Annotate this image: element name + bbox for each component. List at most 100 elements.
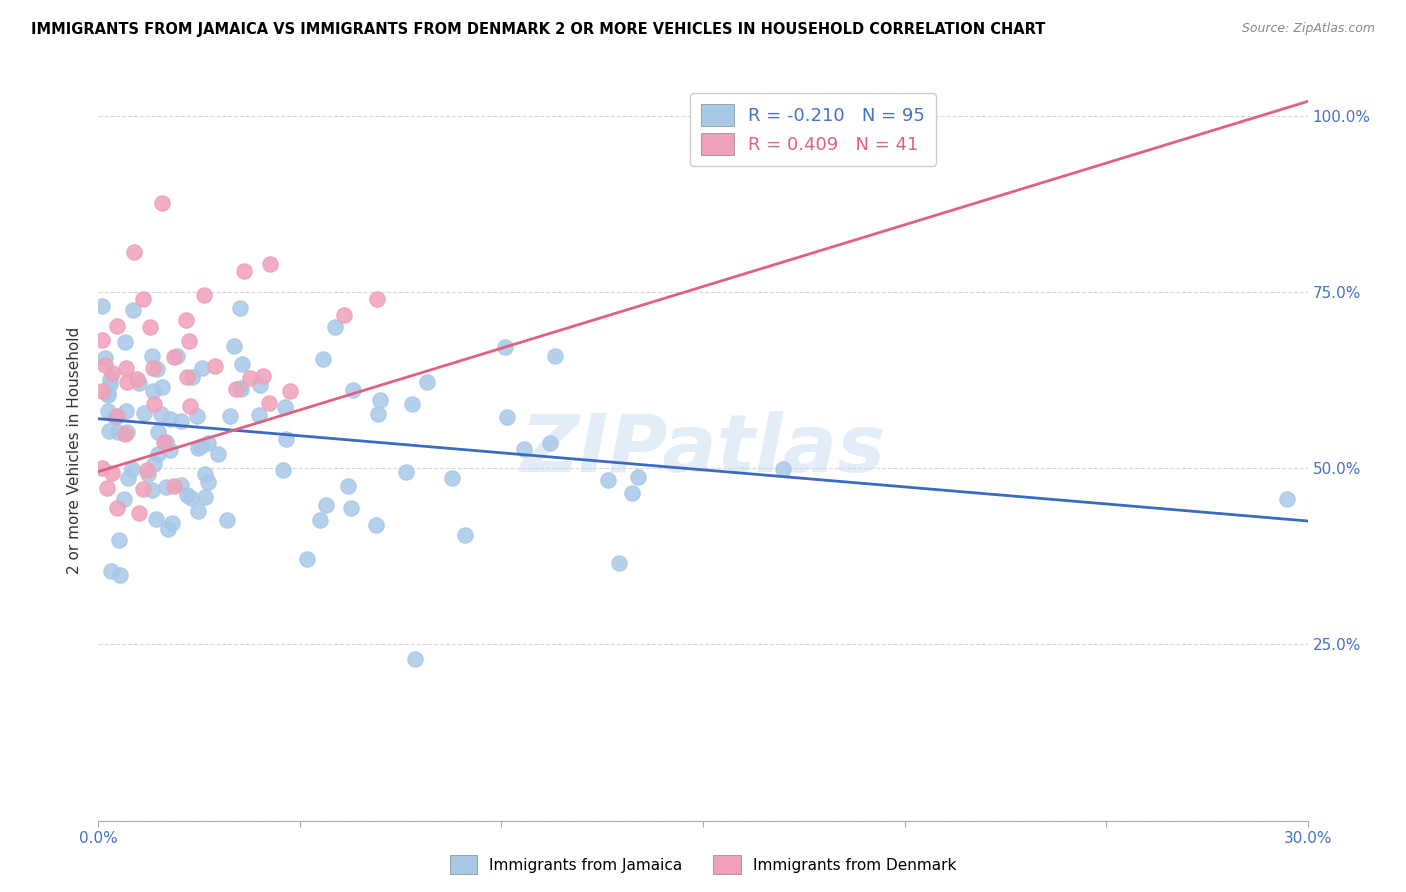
Point — [163, 479, 186, 493]
Point — [190, 439, 212, 453]
Point — [159, 443, 181, 458]
Point — [180, 491, 202, 505]
Point — [513, 442, 536, 456]
Point — [229, 301, 252, 315]
Point — [218, 409, 240, 424]
Point — [454, 527, 477, 541]
Point — [122, 303, 145, 318]
Point — [160, 516, 183, 530]
Point — [139, 320, 162, 334]
Point — [114, 404, 136, 418]
Point — [215, 513, 238, 527]
Point — [325, 319, 347, 334]
Point — [107, 425, 129, 439]
Point — [271, 463, 294, 477]
Point — [174, 312, 197, 326]
Point — [114, 426, 136, 441]
Point — [333, 308, 356, 322]
Point — [404, 651, 426, 665]
Point — [150, 380, 173, 394]
Point — [163, 350, 186, 364]
Point — [366, 292, 388, 306]
Point — [155, 480, 177, 494]
Point — [142, 457, 165, 471]
Point — [98, 424, 121, 438]
Point — [96, 481, 118, 495]
Point — [274, 432, 297, 446]
Point — [312, 352, 335, 367]
Point — [135, 463, 157, 477]
Point — [100, 372, 122, 386]
Point — [117, 471, 139, 485]
Text: IMMIGRANTS FROM JAMAICA VS IMMIGRANTS FROM DENMARK 2 OR MORE VEHICLES IN HOUSEHO: IMMIGRANTS FROM JAMAICA VS IMMIGRANTS FR… — [31, 22, 1045, 37]
Point — [157, 522, 180, 536]
Point — [142, 384, 165, 398]
Point — [596, 473, 619, 487]
Text: ZIPatlas: ZIPatlas — [520, 411, 886, 490]
Point — [91, 384, 114, 398]
Point — [231, 383, 253, 397]
Point — [112, 492, 135, 507]
Point — [108, 533, 131, 547]
Point — [142, 361, 165, 376]
Point — [494, 339, 516, 353]
Point — [97, 404, 120, 418]
Point — [128, 506, 150, 520]
Point — [141, 483, 163, 497]
Point — [621, 485, 644, 500]
Point — [204, 359, 226, 373]
Point — [231, 358, 253, 372]
Point — [187, 441, 209, 455]
Point — [197, 435, 219, 450]
Point — [169, 414, 191, 428]
Point — [105, 501, 128, 516]
Point — [159, 411, 181, 425]
Point — [145, 512, 167, 526]
Point — [193, 288, 215, 302]
Point — [115, 425, 138, 439]
Point — [91, 299, 114, 313]
Point — [104, 410, 127, 425]
Point — [1277, 491, 1299, 506]
Point — [108, 567, 131, 582]
Point — [186, 409, 208, 424]
Point — [194, 490, 217, 504]
Point — [121, 462, 143, 476]
Point — [342, 383, 364, 397]
Point — [495, 410, 517, 425]
Point — [105, 319, 128, 334]
Legend: Immigrants from Jamaica, Immigrants from Denmark: Immigrants from Jamaica, Immigrants from… — [443, 849, 963, 880]
Point — [194, 467, 217, 481]
Point — [249, 409, 271, 423]
Point — [148, 425, 170, 440]
Point — [98, 377, 121, 392]
Point — [146, 362, 169, 376]
Point — [125, 371, 148, 385]
Point — [179, 334, 201, 348]
Point — [416, 375, 439, 389]
Point — [122, 244, 145, 259]
Point — [176, 369, 198, 384]
Point — [368, 392, 391, 407]
Point — [94, 351, 117, 366]
Point — [395, 465, 418, 479]
Point — [339, 500, 361, 515]
Point — [150, 407, 173, 421]
Point — [257, 396, 280, 410]
Point — [94, 358, 117, 372]
Point — [315, 498, 337, 512]
Point — [100, 564, 122, 578]
Point — [367, 407, 389, 421]
Point — [197, 475, 219, 489]
Point — [297, 552, 319, 566]
Point — [150, 195, 173, 210]
Text: Source: ZipAtlas.com: Source: ZipAtlas.com — [1241, 22, 1375, 36]
Point — [105, 409, 128, 424]
Point — [91, 461, 114, 475]
Point — [136, 467, 159, 481]
Point — [309, 513, 332, 527]
Point — [259, 258, 281, 272]
Y-axis label: 2 or more Vehicles in Household: 2 or more Vehicles in Household — [67, 326, 83, 574]
Point — [114, 334, 136, 349]
Point — [128, 376, 150, 390]
